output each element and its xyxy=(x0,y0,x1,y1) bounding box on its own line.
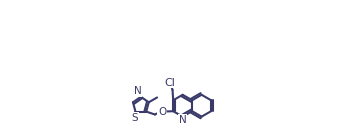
Text: N: N xyxy=(179,115,187,125)
Text: O: O xyxy=(158,107,166,117)
Text: Cl: Cl xyxy=(165,78,176,88)
Text: N: N xyxy=(134,86,141,96)
Text: S: S xyxy=(132,113,138,123)
